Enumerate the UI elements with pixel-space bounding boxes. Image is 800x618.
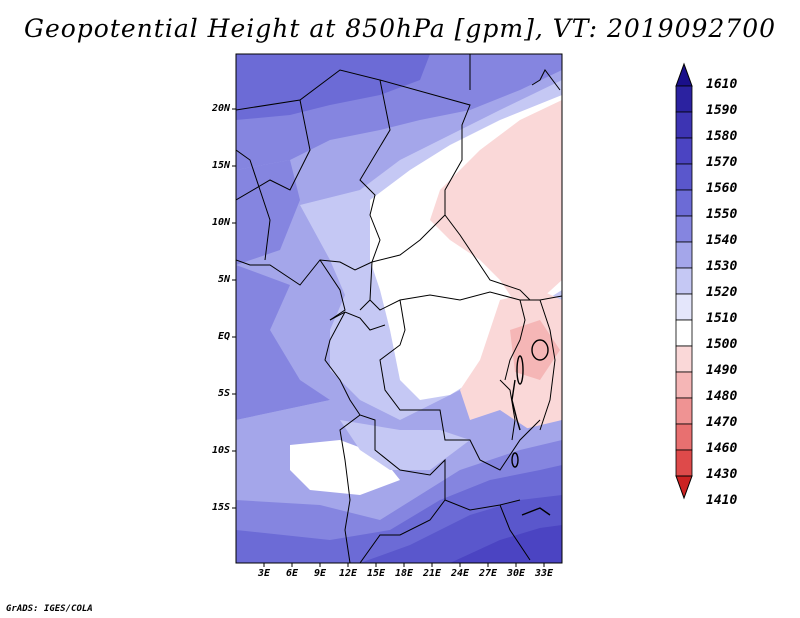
x-label-18e: 18E (394, 568, 414, 579)
x-label-21e: 21E (422, 568, 442, 579)
x-label-12e: 12E (338, 568, 358, 579)
x-label-9e: 9E (313, 568, 327, 579)
colorbar (675, 62, 693, 500)
y-label-10s: 10S (211, 445, 230, 456)
y-ticks (232, 108, 236, 509)
x-label-27e: 27E (478, 568, 498, 579)
colorbar-swatch (675, 345, 693, 373)
colorbar-swatch (675, 189, 693, 217)
colorbar-swatch (675, 371, 693, 399)
field-1540-atlantic (236, 265, 330, 420)
grads-credit: GrADS: IGES/COLA (6, 604, 93, 614)
x-label-24e: 24E (450, 568, 470, 579)
colorbar-label: 1530 (706, 259, 738, 274)
colorbar-swatch (675, 449, 693, 477)
colorbar-label: 1430 (706, 467, 738, 482)
colorbar-swatch (675, 319, 693, 347)
colorbar-label: 1410 (706, 493, 738, 508)
colorbar-swatch (675, 267, 693, 295)
colorbar-label: 1490 (706, 363, 738, 378)
y-label-5s: 5S (217, 388, 230, 399)
colorbar-label: 1510 (706, 311, 738, 326)
x-label-33e: 33E (534, 568, 554, 579)
field-1520-angola (340, 420, 470, 470)
colorbar-swatch (675, 293, 693, 321)
map-frame (235, 53, 563, 564)
colorbar-swatch (675, 111, 693, 139)
y-label-15s: 15S (211, 502, 230, 513)
y-label-15n: 15N (211, 160, 230, 171)
lakes (511, 339, 551, 516)
colorbar-top-arrow (675, 62, 693, 87)
field-1550-north (236, 54, 430, 120)
field-1570-south (450, 525, 562, 563)
map-title: Geopotential Height at 850hPa [gpm], VT:… (23, 14, 777, 43)
colorbar-label: 1460 (706, 441, 738, 456)
x-label-15e: 15E (366, 568, 386, 579)
colorbar-label: 1470 (706, 415, 738, 430)
country-borders (236, 54, 562, 563)
colorbar-swatch (675, 241, 693, 269)
colorbar-label: 1570 (706, 155, 738, 170)
colorbar-label: 1580 (706, 129, 738, 144)
colorbar-swatch (675, 423, 693, 451)
colorbar-swatch (675, 163, 693, 191)
colorbar-swatch (675, 215, 693, 243)
colorbar-bottom-arrow (675, 475, 693, 500)
y-label-eq: EQ (217, 331, 230, 342)
field-1500-north (430, 100, 562, 310)
y-label-10n: 10N (211, 217, 230, 228)
map-field (236, 54, 562, 563)
x-ticks (263, 563, 545, 567)
colorbar-swatch (675, 85, 693, 113)
colorbar-label: 1480 (706, 389, 738, 404)
colorbar-label: 1540 (706, 233, 738, 248)
colorbar-label: 1590 (706, 103, 738, 118)
x-label-3e: 3E (257, 568, 271, 579)
colorbar-label: 1560 (706, 181, 738, 196)
y-label-20n: 20N (211, 103, 230, 114)
colorbar-label: 1550 (706, 207, 738, 222)
colorbar-label: 1520 (706, 285, 738, 300)
x-label-30e: 30E (506, 568, 526, 579)
y-label-5n: 5N (217, 274, 230, 285)
colorbar-swatch (675, 397, 693, 425)
x-label-6e: 6E (285, 568, 299, 579)
colorbar-label: 1610 (706, 77, 738, 92)
colorbar-label: 1500 (706, 337, 738, 352)
colorbar-swatch (675, 137, 693, 165)
